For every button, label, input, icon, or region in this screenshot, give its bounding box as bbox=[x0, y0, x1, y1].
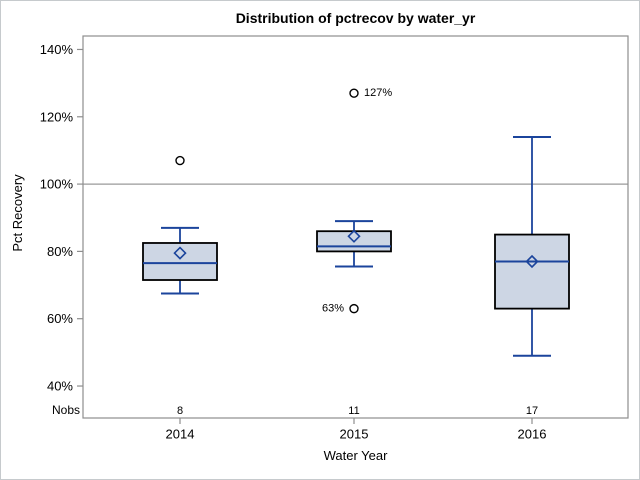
box-iqr bbox=[142, 242, 218, 281]
y-tick-label: 60% bbox=[47, 311, 73, 326]
mean-diamond-marker bbox=[525, 254, 539, 269]
y-tick-label: 40% bbox=[47, 379, 73, 394]
chart-title: Distribution of pctrecov by water_yr bbox=[235, 10, 476, 26]
outlier-point bbox=[349, 88, 359, 98]
mean-diamond-marker bbox=[347, 229, 361, 243]
y-tick-label: 100% bbox=[40, 177, 74, 192]
x-tick-label: 2014 bbox=[166, 427, 195, 442]
box-iqr bbox=[494, 233, 570, 310]
outlier-label: 127% bbox=[364, 87, 392, 99]
outlier-point bbox=[175, 155, 185, 166]
nobs-value: 8 bbox=[177, 405, 183, 417]
plot-frame bbox=[82, 35, 629, 419]
mean-diamond-marker bbox=[173, 246, 187, 260]
y-tick-label: 140% bbox=[40, 42, 74, 57]
x-axis-title: Water Year bbox=[323, 448, 388, 463]
x-tick-label: 2016 bbox=[518, 427, 547, 442]
nobs-value: 17 bbox=[526, 405, 538, 417]
y-tick-label: 120% bbox=[40, 109, 74, 124]
outlier-point bbox=[349, 303, 359, 314]
y-tick-label: 80% bbox=[47, 244, 73, 259]
outlier-label: 63% bbox=[322, 303, 344, 315]
nobs-value: 11 bbox=[348, 405, 359, 417]
nobs-row-label: Nobs bbox=[51, 403, 80, 417]
x-tick-label: 2015 bbox=[340, 427, 369, 442]
